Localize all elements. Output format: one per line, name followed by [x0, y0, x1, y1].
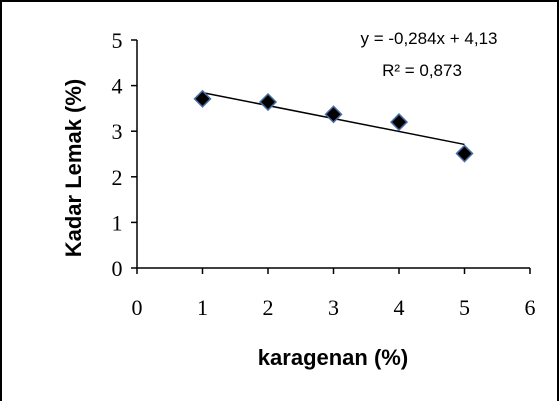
y-tick-label: 3 — [112, 119, 123, 144]
x-tick-label: 6 — [525, 295, 536, 320]
y-tick-label: 1 — [112, 210, 123, 235]
trendline-r2-label: R² = 0,873 — [382, 61, 462, 80]
x-tick-label: 2 — [263, 295, 274, 320]
x-axis-title: karagenan (%) — [258, 345, 408, 370]
x-tick-label: 4 — [394, 295, 405, 320]
x-tick-label: 1 — [197, 295, 208, 320]
data-point-diamond — [258, 92, 278, 112]
x-tick-label: 5 — [459, 295, 470, 320]
x-tick-label: 3 — [328, 295, 339, 320]
x-tick-label: 0 — [132, 295, 143, 320]
data-point-diamond — [324, 105, 343, 124]
trendline-equation-label: y = -0,284x + 4,13 — [360, 29, 497, 48]
data-point-diamond — [389, 113, 409, 132]
data-point-diamond — [455, 144, 474, 163]
y-tick-label: 2 — [112, 165, 123, 190]
y-tick-label: 4 — [112, 74, 123, 99]
y-tick-label: 0 — [112, 256, 123, 281]
x-ticks-group: 0 1 2 3 4 5 6 — [132, 268, 536, 320]
y-tick-label: 5 — [112, 28, 123, 53]
y-ticks-group: 0 1 2 3 4 5 — [112, 28, 137, 281]
data-points-group — [193, 89, 474, 163]
data-point-diamond — [193, 89, 212, 108]
y-axis-title: Kadar Lemak (%) — [61, 79, 86, 258]
